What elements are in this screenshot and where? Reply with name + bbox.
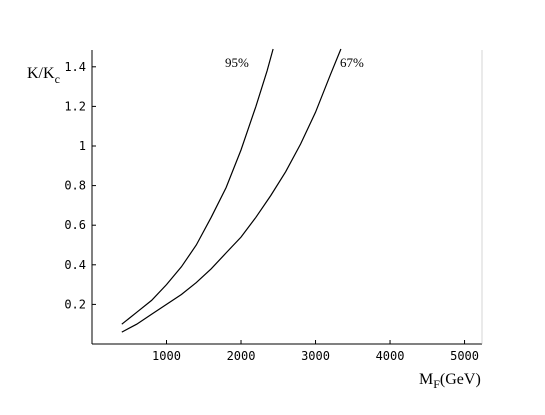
y-tick-label: 1.2 (64, 99, 86, 113)
x-axis-title: MF(GeV) (419, 371, 481, 391)
series-group (121, 48, 342, 333)
x-axis-title-unit: (GeV) (440, 371, 481, 388)
annotation-67: 67% (340, 55, 364, 70)
y-tick-label: 0.6 (64, 218, 86, 232)
y-axis-title-sub: c (55, 72, 60, 86)
x-axis-title-main: M (419, 371, 433, 388)
x-tick-label: 2000 (227, 349, 256, 363)
y-tick-label: 0.8 (64, 179, 86, 193)
series-line-95 (121, 48, 274, 325)
x-ticks: 1000 2000 3000 4000 5000 (152, 340, 479, 363)
series-line-67 (121, 48, 342, 333)
x-axis-title-sub: F (433, 377, 440, 391)
y-tick-label: 1 (79, 139, 86, 153)
x-tick-label: 5000 (450, 349, 479, 363)
x-tick-label: 3000 (301, 349, 330, 363)
annotation-95: 95% (225, 55, 249, 70)
x-tick-label: 4000 (376, 349, 405, 363)
y-tick-label: 0.2 (64, 297, 86, 311)
y-ticks: 0.2 0.4 0.6 0.8 1 1.2 1.4 (64, 60, 96, 311)
y-axis-title-main: K/K (27, 65, 55, 82)
x-tick-label: 1000 (152, 349, 181, 363)
y-tick-label: 1.4 (64, 60, 86, 74)
y-tick-label: 0.4 (64, 258, 86, 272)
y-axis-title: K/Kc (27, 65, 60, 86)
